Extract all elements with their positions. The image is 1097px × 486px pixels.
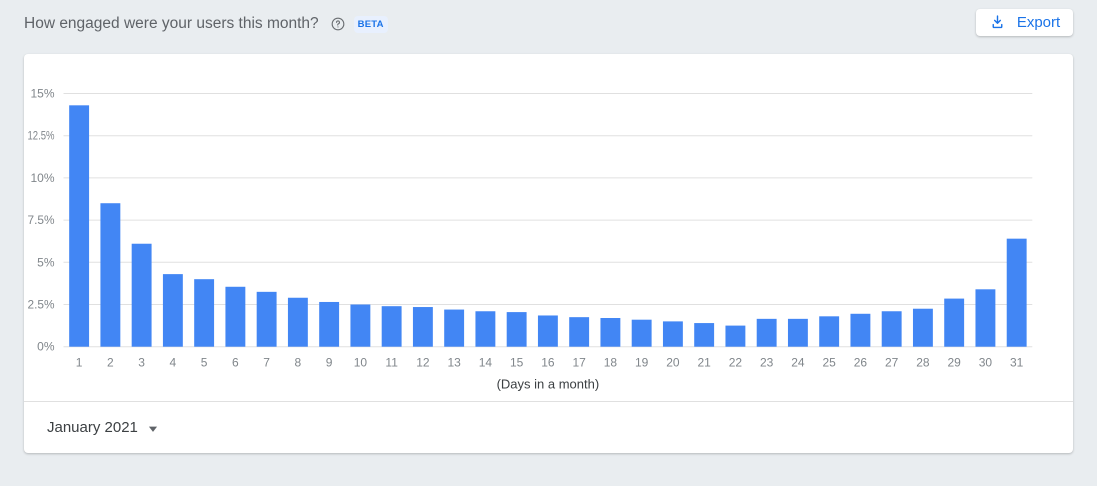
svg-text:14: 14 bbox=[479, 356, 493, 370]
svg-text:5%: 5% bbox=[37, 255, 55, 269]
svg-text:13: 13 bbox=[447, 356, 461, 370]
svg-text:29: 29 bbox=[947, 356, 961, 370]
svg-text:19: 19 bbox=[635, 356, 649, 370]
svg-text:12: 12 bbox=[416, 356, 430, 370]
svg-text:7: 7 bbox=[263, 356, 270, 370]
svg-text:12.5%: 12.5% bbox=[28, 129, 55, 143]
svg-text:17: 17 bbox=[572, 356, 586, 370]
svg-text:2: 2 bbox=[107, 356, 114, 370]
svg-text:20: 20 bbox=[666, 356, 680, 370]
svg-text:15: 15 bbox=[510, 356, 524, 370]
svg-text:31: 31 bbox=[1010, 356, 1024, 370]
svg-text:15%: 15% bbox=[30, 87, 54, 101]
svg-text:0%: 0% bbox=[37, 340, 55, 354]
svg-text:1: 1 bbox=[76, 356, 83, 370]
svg-text:21: 21 bbox=[697, 356, 711, 370]
svg-text:10%: 10% bbox=[30, 171, 54, 185]
svg-text:16: 16 bbox=[541, 356, 555, 370]
svg-text:30: 30 bbox=[979, 356, 993, 370]
svg-text:11: 11 bbox=[385, 356, 398, 370]
svg-text:28: 28 bbox=[916, 356, 930, 370]
svg-text:3: 3 bbox=[138, 356, 145, 370]
svg-text:5: 5 bbox=[201, 356, 208, 370]
svg-text:6: 6 bbox=[232, 356, 239, 370]
svg-text:8: 8 bbox=[295, 356, 302, 370]
svg-text:25: 25 bbox=[822, 356, 836, 370]
svg-text:22: 22 bbox=[729, 356, 743, 370]
svg-text:27: 27 bbox=[885, 356, 899, 370]
svg-text:2.5%: 2.5% bbox=[28, 298, 55, 312]
svg-text:(Days in a month): (Days in a month) bbox=[497, 377, 600, 392]
svg-text:7.5%: 7.5% bbox=[28, 213, 55, 227]
svg-text:24: 24 bbox=[791, 356, 805, 370]
svg-text:23: 23 bbox=[760, 356, 774, 370]
svg-text:4: 4 bbox=[170, 356, 177, 370]
svg-text:18: 18 bbox=[604, 356, 618, 370]
svg-text:10: 10 bbox=[354, 356, 368, 370]
svg-text:26: 26 bbox=[854, 356, 868, 370]
svg-text:9: 9 bbox=[326, 356, 333, 370]
